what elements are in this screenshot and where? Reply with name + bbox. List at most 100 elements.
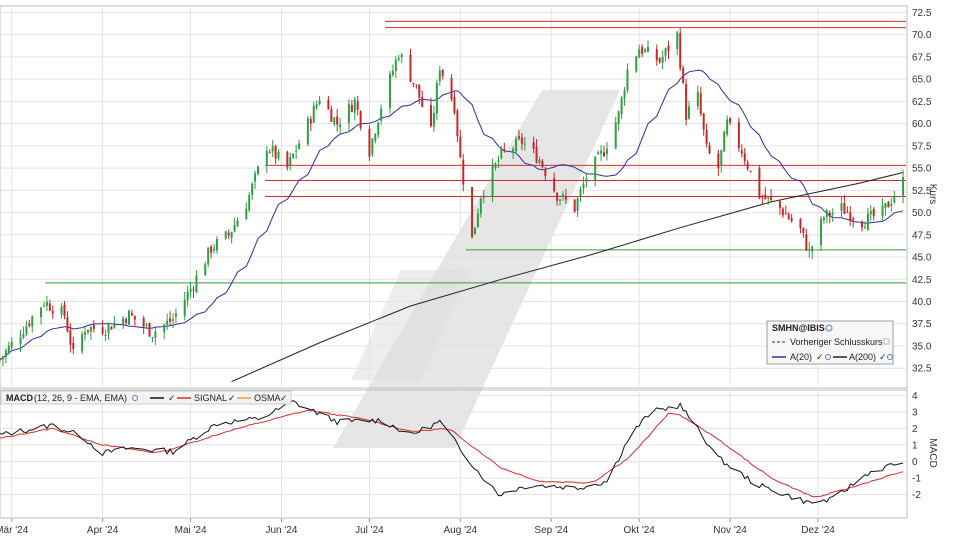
candle-body (532, 142, 535, 149)
macd-legend-bg (0, 390, 292, 405)
candle-body (10, 341, 13, 348)
sma200-check-icon[interactable]: ✓ (879, 352, 887, 362)
info-icon[interactable] (825, 324, 833, 332)
price-tick-label: 57.5 (912, 141, 932, 152)
candle-body (471, 187, 474, 238)
sma200-settings-icon[interactable] (887, 354, 893, 360)
candle-body (318, 100, 321, 105)
candle-body (298, 143, 301, 149)
candle-body (585, 178, 588, 182)
candle-body (626, 69, 629, 91)
candle-body (784, 213, 787, 215)
price-panel: 32.5 35.0 37.5 40.0 42.5 45.0 47.5 50.0 52.5 55.0… (0, 5, 938, 389)
macd-axis-label: MACD (927, 438, 938, 467)
candle-body (233, 225, 236, 232)
candle-body (0, 358, 1, 360)
legend-sma20: A(20) (790, 352, 812, 362)
x-tick-label: Aug '24 (444, 525, 478, 536)
macd-legend: MACD (12, 26, 9 - EMA, EMA) ✓ SIGNAL ✓ O… (0, 390, 292, 405)
candle-body (770, 196, 773, 200)
candle-body (336, 116, 339, 125)
candle-body (248, 194, 251, 211)
candle-body (635, 56, 638, 72)
candle-body (729, 118, 732, 123)
candle-body (849, 212, 852, 221)
candle-body (520, 137, 523, 144)
candle-body (154, 331, 157, 338)
candle-body (863, 227, 866, 229)
macd-check-icon[interactable]: ✓ (168, 393, 176, 403)
candle-body (523, 143, 526, 145)
candle-body (1, 356, 4, 360)
candle-body (89, 326, 92, 332)
candle-body (113, 322, 116, 328)
candle-body (192, 289, 195, 291)
candle-body (500, 148, 503, 159)
x-tick-label: Apr '24 (87, 525, 119, 536)
candle-body (781, 208, 784, 216)
candle-body (128, 310, 131, 325)
candle-body (802, 227, 805, 234)
prev-close-checkbox[interactable] (883, 338, 890, 345)
candle-body (430, 105, 433, 126)
macd-legend-signal: SIGNAL (194, 393, 227, 403)
candle-body (676, 32, 679, 49)
candle-body (166, 320, 169, 325)
candle-body (130, 312, 133, 316)
candle-body (84, 332, 87, 335)
legend-prev-close: Vorheriger Schlusskurs (790, 337, 883, 347)
candle-body (315, 104, 318, 108)
candle-body (309, 118, 312, 124)
candle-body (277, 151, 280, 158)
candle-body (902, 177, 905, 196)
candle-body (22, 334, 25, 338)
osma-check-icon[interactable]: ✓ (280, 393, 288, 403)
candle-body (391, 70, 394, 75)
candle-body (31, 316, 34, 327)
candle-body (186, 291, 189, 301)
candle-body (620, 97, 623, 115)
macd-tick-label: 3 (912, 407, 918, 418)
candle-body (195, 275, 198, 292)
candle-body (169, 318, 172, 322)
x-tick-label: Mär '24 (0, 525, 29, 536)
macd-tick-label: 0 (912, 457, 918, 468)
price-axis-label: Kurs (927, 184, 938, 205)
candle-body (286, 151, 289, 168)
candle-body (72, 342, 75, 349)
macd-tick-label: 2 (912, 424, 918, 435)
candle-body (104, 334, 107, 336)
candle-body (497, 160, 500, 162)
candle-body (257, 166, 260, 174)
signal-check-icon[interactable]: ✓ (228, 393, 236, 403)
candle-body (479, 198, 482, 214)
candles (0, 28, 905, 367)
candle-body (617, 111, 620, 125)
candle-body (213, 248, 216, 251)
sma20-check-icon[interactable]: ✓ (816, 352, 824, 362)
x-tick-label: Nov '24 (713, 525, 747, 536)
candle-body (215, 238, 218, 251)
price-tick-label: 35.0 (912, 341, 932, 352)
candle-body (679, 32, 682, 69)
candle-body (491, 165, 494, 197)
price-tick-label: 47.5 (912, 230, 932, 241)
candle-body (63, 304, 66, 316)
candle-body (473, 227, 476, 235)
candle-body (125, 319, 128, 323)
sma20-settings-icon[interactable] (825, 354, 831, 360)
candle-body (415, 84, 418, 86)
candle-body (819, 218, 822, 245)
candle-body (576, 198, 579, 211)
legend-sma200: A(200) (849, 352, 876, 362)
candle-body (778, 201, 781, 208)
candle-body (432, 113, 435, 127)
candle-body (893, 196, 896, 202)
x-tick-label: Mai '24 (175, 525, 207, 536)
candle-body (872, 208, 875, 216)
candle-body (503, 149, 506, 151)
macd-info-icon[interactable] (132, 395, 138, 401)
candle-body (699, 93, 702, 114)
candle-body (48, 303, 51, 311)
candle-body (236, 220, 239, 227)
